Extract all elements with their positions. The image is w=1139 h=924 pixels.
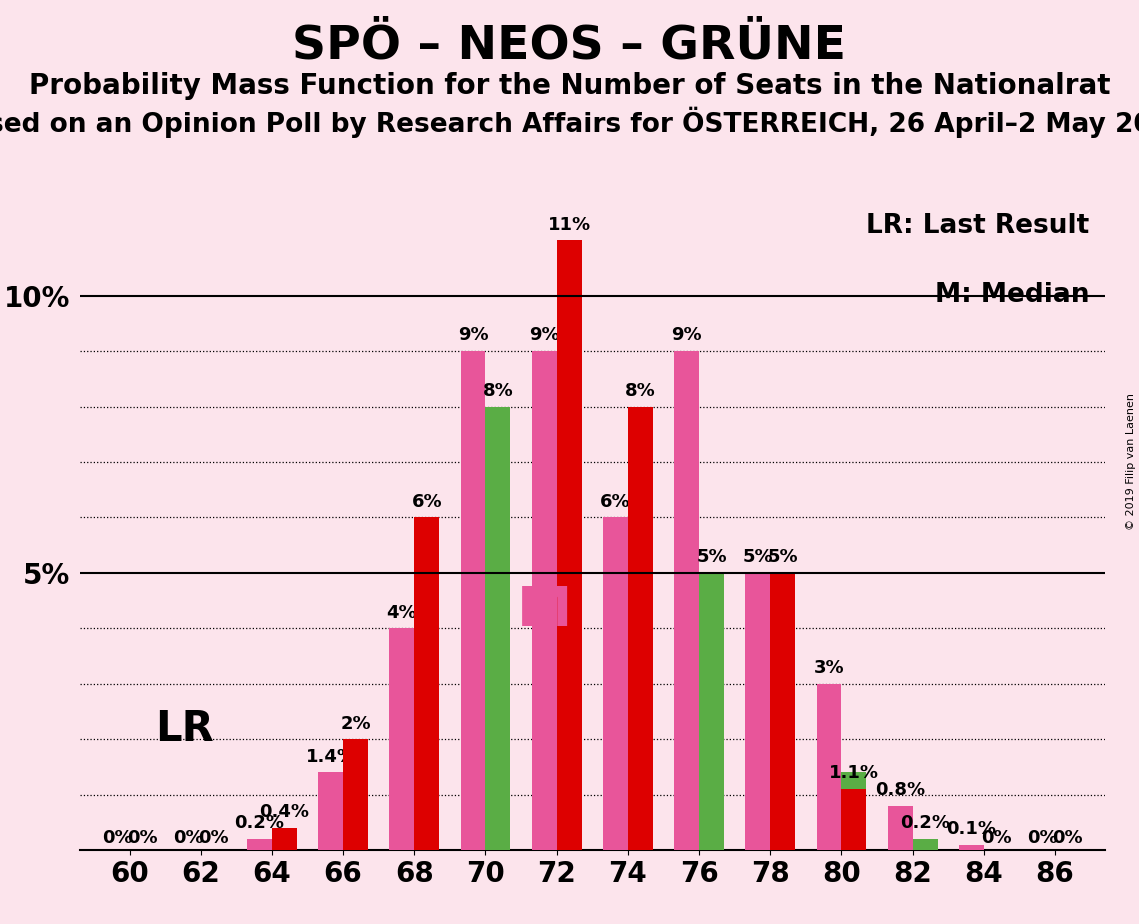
- Bar: [912, 839, 937, 850]
- Text: 6%: 6%: [411, 492, 442, 511]
- Bar: [817, 684, 842, 850]
- Text: M: Median: M: Median: [935, 282, 1089, 308]
- Text: 0%: 0%: [981, 830, 1011, 847]
- Text: 5%: 5%: [768, 548, 798, 566]
- Bar: [770, 573, 795, 850]
- Text: 9%: 9%: [528, 326, 559, 345]
- Text: 6%: 6%: [600, 492, 631, 511]
- Text: Based on an Opinion Poll by Research Affairs for ÖSTERREICH, 26 April–2 May 2018: Based on an Opinion Poll by Research Aff…: [0, 106, 1139, 138]
- Text: 4%: 4%: [386, 603, 417, 622]
- Text: 0.8%: 0.8%: [875, 781, 925, 799]
- Text: 0%: 0%: [173, 830, 204, 847]
- Text: 9%: 9%: [671, 326, 702, 345]
- Text: 8%: 8%: [625, 382, 656, 400]
- Text: © 2019 Filip van Laenen: © 2019 Filip van Laenen: [1125, 394, 1136, 530]
- Bar: [318, 772, 343, 850]
- Text: 0%: 0%: [1027, 830, 1058, 847]
- Bar: [674, 351, 699, 850]
- Bar: [699, 573, 724, 850]
- Text: 11%: 11%: [548, 215, 591, 234]
- Text: 8%: 8%: [483, 382, 514, 400]
- Bar: [343, 739, 368, 850]
- Text: LR: Last Result: LR: Last Result: [866, 213, 1089, 238]
- Text: 9%: 9%: [458, 326, 489, 345]
- Bar: [887, 806, 912, 850]
- Bar: [628, 407, 653, 850]
- Text: 0%: 0%: [101, 830, 132, 847]
- Bar: [485, 407, 510, 850]
- Bar: [532, 351, 557, 850]
- Text: SPÖ – NEOS – GRÜNE: SPÖ – NEOS – GRÜNE: [293, 23, 846, 68]
- Text: 5%: 5%: [743, 548, 773, 566]
- Bar: [842, 772, 867, 850]
- Bar: [415, 517, 440, 850]
- Bar: [415, 517, 440, 850]
- Text: 0%: 0%: [126, 830, 157, 847]
- Text: 0%: 0%: [1052, 830, 1083, 847]
- Text: 2%: 2%: [341, 714, 371, 733]
- Bar: [390, 628, 415, 850]
- Text: 5%: 5%: [696, 548, 727, 566]
- Text: 1.4%: 1.4%: [305, 748, 355, 766]
- Bar: [959, 845, 984, 850]
- Bar: [272, 828, 297, 850]
- Text: 3%: 3%: [813, 659, 844, 677]
- Text: 0.2%: 0.2%: [235, 814, 285, 833]
- Text: M: M: [517, 584, 572, 638]
- Text: 1.1%: 1.1%: [829, 764, 879, 783]
- Bar: [842, 789, 867, 850]
- Bar: [745, 573, 770, 850]
- Bar: [557, 240, 582, 850]
- Bar: [343, 739, 368, 850]
- Bar: [247, 839, 272, 850]
- Text: 0.4%: 0.4%: [260, 803, 310, 821]
- Bar: [628, 517, 653, 850]
- Text: LR: LR: [155, 709, 214, 750]
- Bar: [770, 573, 795, 850]
- Bar: [557, 351, 582, 850]
- Text: 0%: 0%: [198, 830, 229, 847]
- Bar: [272, 828, 297, 850]
- Text: 0.1%: 0.1%: [947, 820, 997, 838]
- Text: 0.2%: 0.2%: [900, 814, 950, 833]
- Bar: [603, 517, 628, 850]
- Bar: [460, 351, 485, 850]
- Text: Probability Mass Function for the Number of Seats in the Nationalrat: Probability Mass Function for the Number…: [28, 72, 1111, 100]
